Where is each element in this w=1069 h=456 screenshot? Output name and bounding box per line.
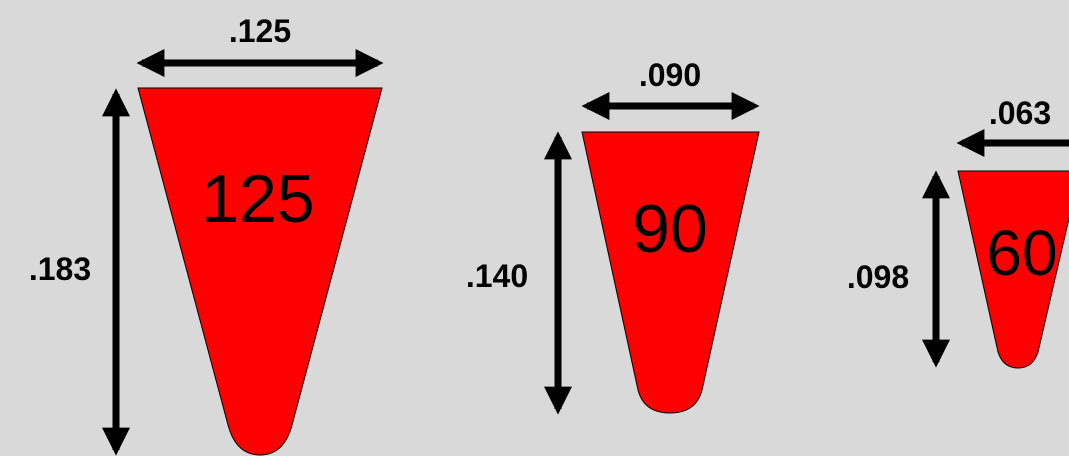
shape-60-width-label: .063: [989, 95, 1051, 131]
shape-125-height-label: .183: [29, 251, 91, 287]
shape-90-size-label: 90: [632, 191, 708, 267]
shape-60-tapered-body: [957, 170, 1069, 369]
shape-60-size-label: 60: [986, 217, 1057, 289]
shape-125-width-label: .125: [229, 13, 291, 49]
shape-90-height-label: .140: [466, 258, 528, 294]
shape-125-group: 125 .125 .183: [29, 13, 384, 456]
shape-125-size-label: 125: [201, 161, 314, 237]
shape-90-width-label: .090: [639, 57, 701, 93]
shape-90-group: 90 .090 .140: [466, 57, 760, 415]
shape-60-height-label: .098: [847, 259, 909, 295]
shape-90-tapered-body: [581, 131, 760, 414]
shape-125-tapered-body: [137, 87, 383, 456]
shape-60-group: 60 .063 .098: [847, 95, 1069, 369]
